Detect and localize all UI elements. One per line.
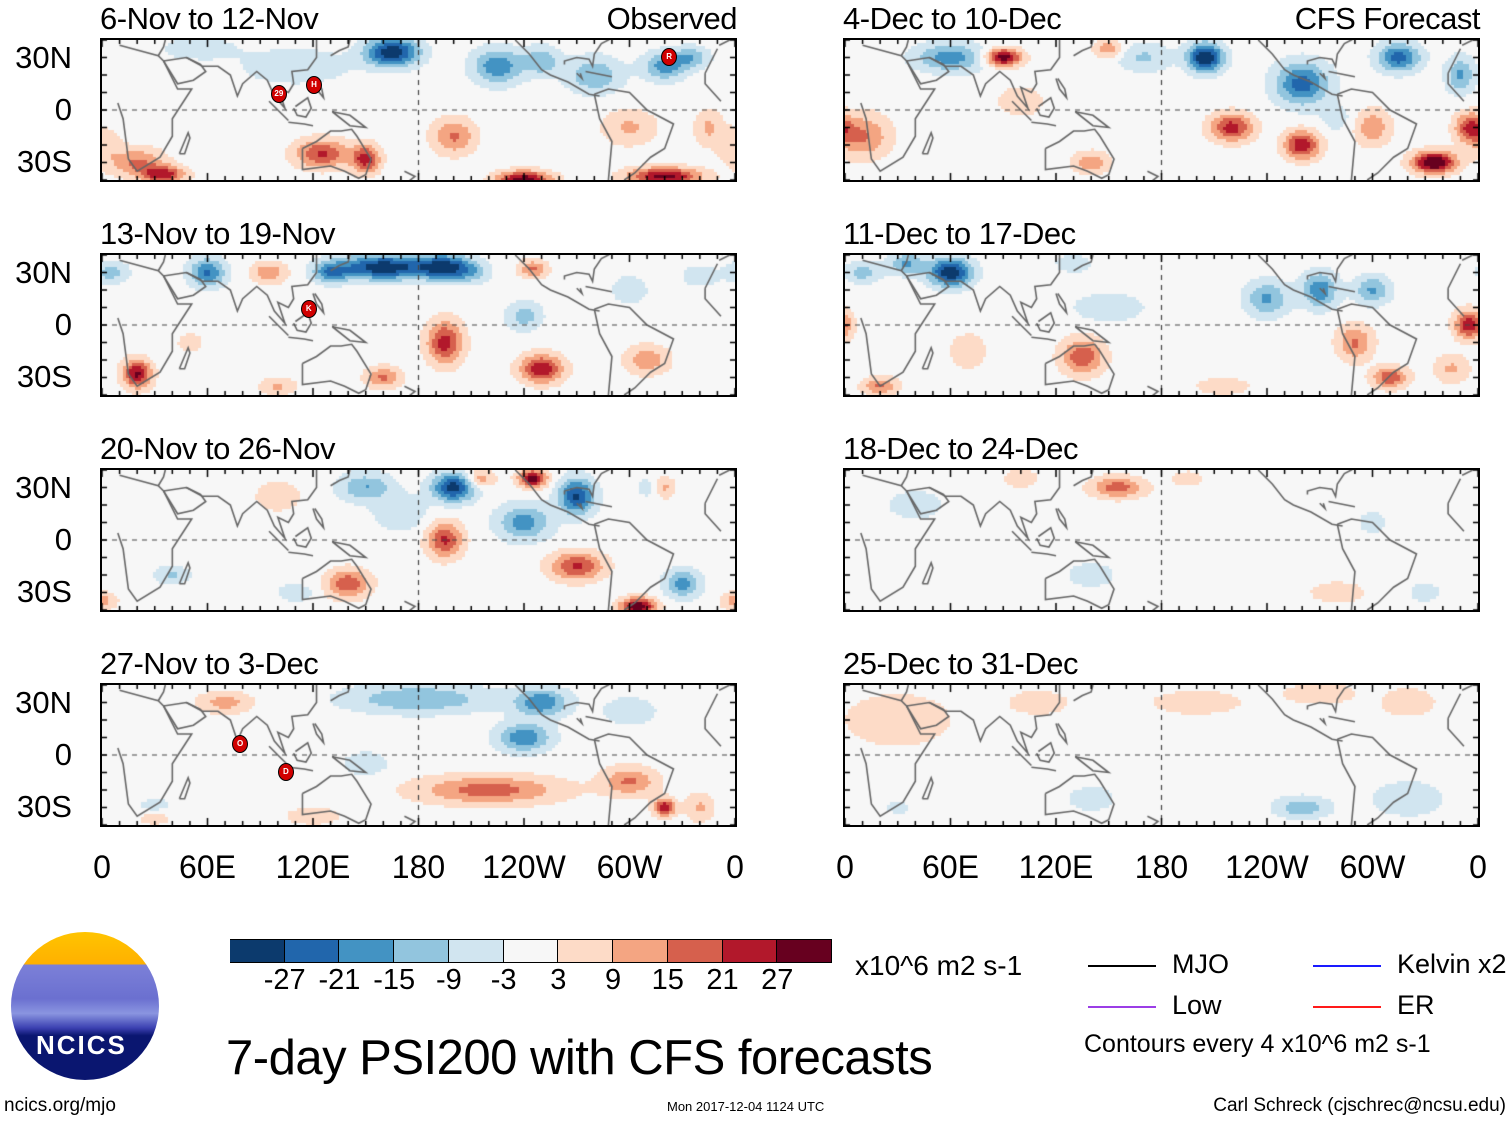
storm-marker-icon: D — [277, 762, 294, 781]
storm-marker-icon: O — [232, 734, 249, 753]
storm-marker-icon: H — [306, 75, 322, 94]
panel-title: 20-Nov to 26-Nov — [100, 431, 335, 466]
legend-line-low — [1088, 1006, 1156, 1008]
colorbar-cell — [448, 940, 504, 962]
colorbar-level-label: 9 — [605, 964, 622, 996]
colorbar-cell — [558, 940, 614, 962]
lat-tick-label: 30N — [15, 255, 72, 290]
storm-marker-icon: K — [300, 299, 317, 318]
lat-tick-label: 30N — [15, 685, 72, 720]
colorbar-cell — [613, 940, 668, 962]
ncics-logo — [11, 932, 159, 1080]
lon-tick-label: 60E — [179, 849, 236, 885]
lon-tick-label: 120W — [482, 849, 566, 885]
colorbar-level-label: 27 — [761, 964, 794, 996]
logo-text: NCICS — [36, 1030, 127, 1060]
lon-tick-label: 0 — [93, 849, 111, 885]
colorbar-cell — [503, 940, 559, 962]
panel-title: 18-Dec to 24-Dec — [843, 431, 1078, 466]
panel-title: 13-Nov to 19-Nov — [100, 216, 335, 251]
panel-title: 4-Dec to 10-Dec — [843, 1, 1062, 36]
colorbar-level-label: -27 — [263, 964, 306, 996]
lat-tick-label: 0 — [54, 522, 72, 557]
lat-tick-label: 0 — [54, 92, 72, 127]
lat-tick-label: 30S — [16, 789, 72, 824]
colorbar-cell — [394, 940, 449, 962]
legend-label-mjo: MJO — [1172, 949, 1229, 979]
panel-title: 11-Dec to 17-Dec — [843, 216, 1076, 251]
colorbar-level-label: -21 — [318, 964, 361, 996]
legend-label-kelvin: Kelvin x2 — [1397, 949, 1507, 979]
footer-timestamp: Mon 2017-12-04 1124 UTC — [667, 1099, 825, 1114]
lat-tick-label: 30S — [16, 359, 72, 394]
colorbar-cell — [667, 940, 723, 962]
contour-note: Contours every 4 x10^6 m2 s-1 — [1084, 1030, 1431, 1058]
colorbar-cell — [722, 940, 778, 962]
psi200-map-panel — [843, 468, 1480, 612]
colorbar-level-label: 21 — [706, 964, 739, 996]
psi200-map-panel — [100, 683, 737, 827]
lon-tick-label: 0 — [726, 849, 744, 885]
psi200-map-panel — [100, 468, 737, 612]
lon-tick-label: 0 — [1469, 849, 1487, 885]
psi200-map-panel — [100, 38, 737, 182]
lon-tick-label: 60E — [922, 849, 979, 885]
panel-title: 25-Dec to 31-Dec — [843, 646, 1078, 681]
legend-line-kelvin — [1313, 965, 1381, 967]
panel-title: 27-Nov to 3-Dec — [100, 646, 319, 681]
lat-tick-label: 30S — [16, 144, 72, 179]
colorbar-level-label: -15 — [373, 964, 416, 996]
legend-line-mjo — [1088, 965, 1156, 967]
lon-tick-label: 120E — [1018, 849, 1094, 885]
lat-tick-label: 30S — [16, 574, 72, 609]
colorbar-cell — [339, 940, 395, 962]
legend-label-er: ER — [1397, 990, 1435, 1020]
colorbar-level-label: -9 — [436, 964, 462, 996]
legend-label-low: Low — [1172, 990, 1222, 1020]
colorbar-level-label: 15 — [651, 964, 684, 996]
figure-title: 7-day PSI200 with CFS forecasts — [226, 1031, 933, 1085]
psi200-map-panel — [843, 38, 1480, 182]
storm-marker-icon: R — [661, 47, 678, 66]
colorbar-cell — [230, 940, 285, 962]
lon-tick-label: 180 — [1134, 849, 1189, 885]
lon-tick-label: 120W — [1225, 849, 1309, 885]
lon-tick-label: 180 — [391, 849, 446, 885]
lat-tick-label: 30N — [15, 470, 72, 505]
colorbar-level-label: -3 — [490, 964, 517, 996]
panel-tag: Observed — [606, 1, 738, 36]
lon-tick-label: 0 — [836, 849, 854, 885]
psi200-map-panel — [843, 683, 1480, 827]
storm-marker-icon: 29 — [270, 84, 287, 103]
lon-tick-label: 120E — [275, 849, 351, 885]
colorbar-level-label: 3 — [550, 964, 567, 996]
lat-tick-label: 0 — [54, 307, 72, 342]
footer-author: Carl Schreck (cjschrec@ncsu.edu) — [1213, 1095, 1506, 1116]
legend-line-er — [1313, 1006, 1381, 1008]
panel-title: 6-Nov to 12-Nov — [100, 1, 319, 36]
panel-tag: CFS Forecast — [1294, 1, 1481, 36]
footer-url: ncics.org/mjo — [4, 1095, 116, 1116]
colorbar-cell — [777, 940, 832, 962]
psi200-map-panel — [843, 253, 1480, 397]
lat-tick-label: 0 — [54, 737, 72, 772]
lon-tick-label: 60W — [1339, 849, 1406, 885]
lon-tick-label: 60W — [596, 849, 663, 885]
units-label: x10^6 m2 s-1 — [855, 950, 1023, 981]
colorbar-cell — [284, 940, 340, 962]
psi200-map-panel — [100, 253, 737, 397]
lat-tick-label: 30N — [15, 40, 72, 75]
